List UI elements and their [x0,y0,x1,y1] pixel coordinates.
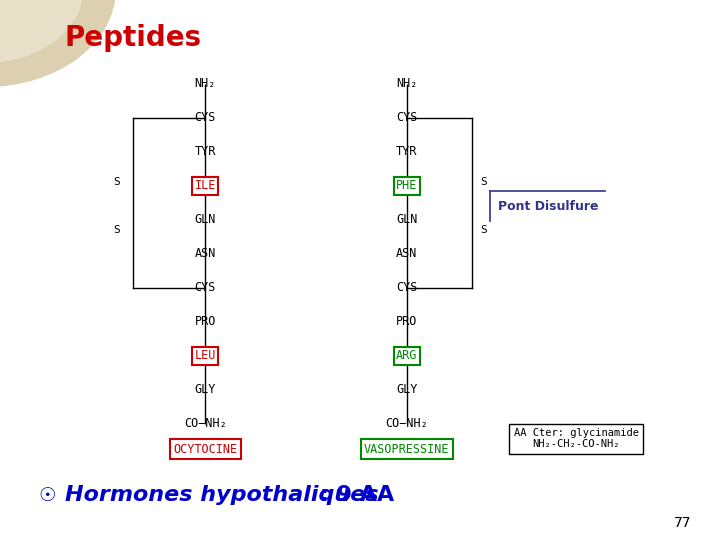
Text: ARG: ARG [396,349,418,362]
Text: CYS: CYS [396,111,418,124]
Text: ILE: ILE [194,179,216,192]
Text: CYS: CYS [194,281,216,294]
Text: Hormones hypothaliques: Hormones hypothaliques [65,485,379,505]
Text: GLN: GLN [396,213,418,226]
Text: Peptides: Peptides [65,24,202,52]
Text: OCYTOCINE: OCYTOCINE [173,443,238,456]
Text: NH₂: NH₂ [396,77,418,90]
Text: CO−NH₂: CO−NH₂ [385,417,428,430]
Text: GLN: GLN [194,213,216,226]
Text: NH₂: NH₂ [194,77,216,90]
Text: AA Cter: glycinamide
NH₂-CH₂-CO-NH₂: AA Cter: glycinamide NH₂-CH₂-CO-NH₂ [513,428,639,449]
Text: S: S [480,225,487,235]
Text: TYR: TYR [396,145,418,158]
Circle shape [0,0,83,62]
Text: ☉: ☉ [38,485,55,505]
Text: PHE: PHE [396,179,418,192]
Text: : 9 AA: : 9 AA [320,485,395,505]
Text: S: S [114,225,120,235]
Text: TYR: TYR [194,145,216,158]
Text: ASN: ASN [194,247,216,260]
Text: S: S [114,177,120,187]
Text: VASOPRESSINE: VASOPRESSINE [364,443,449,456]
Text: ASN: ASN [396,247,418,260]
Text: CO−NH₂: CO−NH₂ [184,417,227,430]
Text: PRO: PRO [194,315,216,328]
Text: LEU: LEU [194,349,216,362]
Circle shape [0,0,115,86]
Text: S: S [480,177,487,187]
Text: PRO: PRO [396,315,418,328]
Text: 77: 77 [674,516,691,530]
Text: CYS: CYS [194,111,216,124]
Text: GLY: GLY [194,383,216,396]
Text: Pont Disulfure: Pont Disulfure [498,200,599,213]
Text: GLY: GLY [396,383,418,396]
Text: CYS: CYS [396,281,418,294]
